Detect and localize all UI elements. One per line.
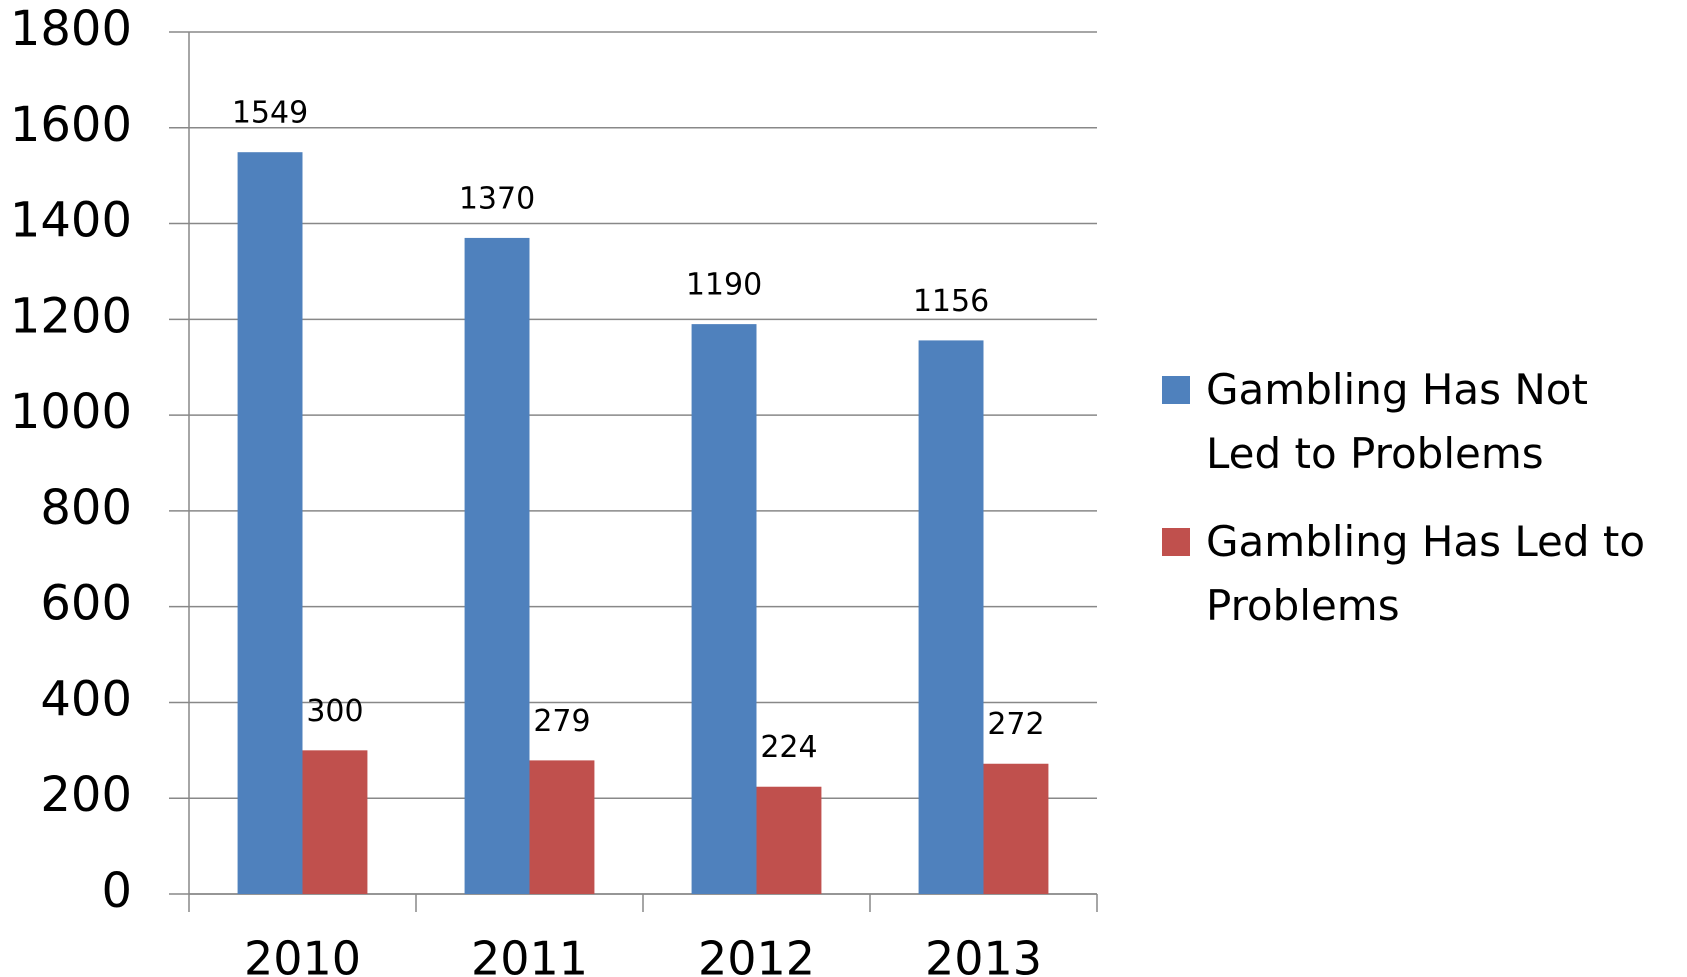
x-tick-label: 2011 xyxy=(471,932,588,977)
y-tick-label: 200 xyxy=(40,767,132,823)
data-label: 272 xyxy=(987,707,1044,742)
data-label: 1549 xyxy=(232,96,308,131)
bar xyxy=(302,750,368,894)
bar xyxy=(464,237,530,894)
data-label: 1190 xyxy=(686,268,762,303)
bar xyxy=(691,324,757,895)
data-label: 300 xyxy=(306,694,363,729)
y-tick-label: 600 xyxy=(40,576,132,632)
data-label: 224 xyxy=(760,730,817,765)
y-tick-label: 1400 xyxy=(10,193,132,249)
legend-item: Gambling Has Led to Problems xyxy=(1162,510,1662,638)
legend-swatch xyxy=(1162,528,1190,556)
y-tick-label: 1200 xyxy=(10,288,132,344)
y-tick-label: 400 xyxy=(40,671,132,727)
bar xyxy=(237,152,303,894)
y-tick-label: 0 xyxy=(101,863,132,919)
y-tick-label: 1800 xyxy=(10,1,132,57)
y-tick-label: 1600 xyxy=(10,97,132,153)
legend-item: Gambling Has Not Led to Problems xyxy=(1162,358,1662,486)
y-tick-label: 1000 xyxy=(10,384,132,440)
bar xyxy=(983,763,1049,894)
bar xyxy=(529,760,595,894)
bar xyxy=(756,786,822,894)
data-label: 1156 xyxy=(913,284,989,319)
bar xyxy=(918,340,984,895)
legend-label: Gambling Has Not Led to Problems xyxy=(1206,365,1588,478)
y-tick-label: 800 xyxy=(40,480,132,536)
legend-label: Gambling Has Led to Problems xyxy=(1206,517,1646,630)
legend-swatch xyxy=(1162,376,1190,404)
data-label: 279 xyxy=(533,704,590,739)
data-label: 1370 xyxy=(459,181,535,216)
x-tick-label: 2010 xyxy=(244,932,361,977)
x-tick-label: 2012 xyxy=(698,932,815,977)
x-tick-label: 2013 xyxy=(925,932,1042,977)
